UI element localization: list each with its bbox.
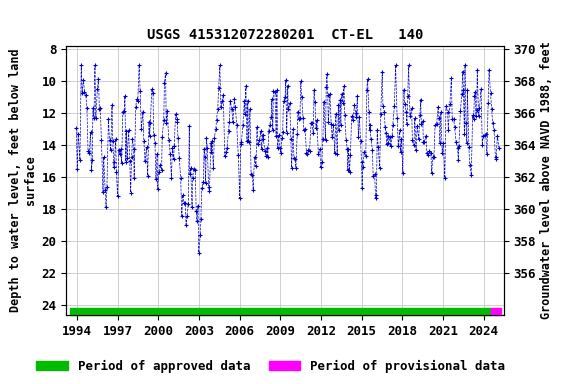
Legend: Period of approved data, Period of provisional data: Period of approved data, Period of provi… [31, 355, 510, 378]
Y-axis label: Depth to water level, feet below land
surface: Depth to water level, feet below land su… [9, 49, 37, 312]
Title: USGS 415312072280201  CT-EL   140: USGS 415312072280201 CT-EL 140 [147, 28, 423, 42]
Y-axis label: Groundwater level above NAVD 1988, feet: Groundwater level above NAVD 1988, feet [540, 41, 554, 319]
